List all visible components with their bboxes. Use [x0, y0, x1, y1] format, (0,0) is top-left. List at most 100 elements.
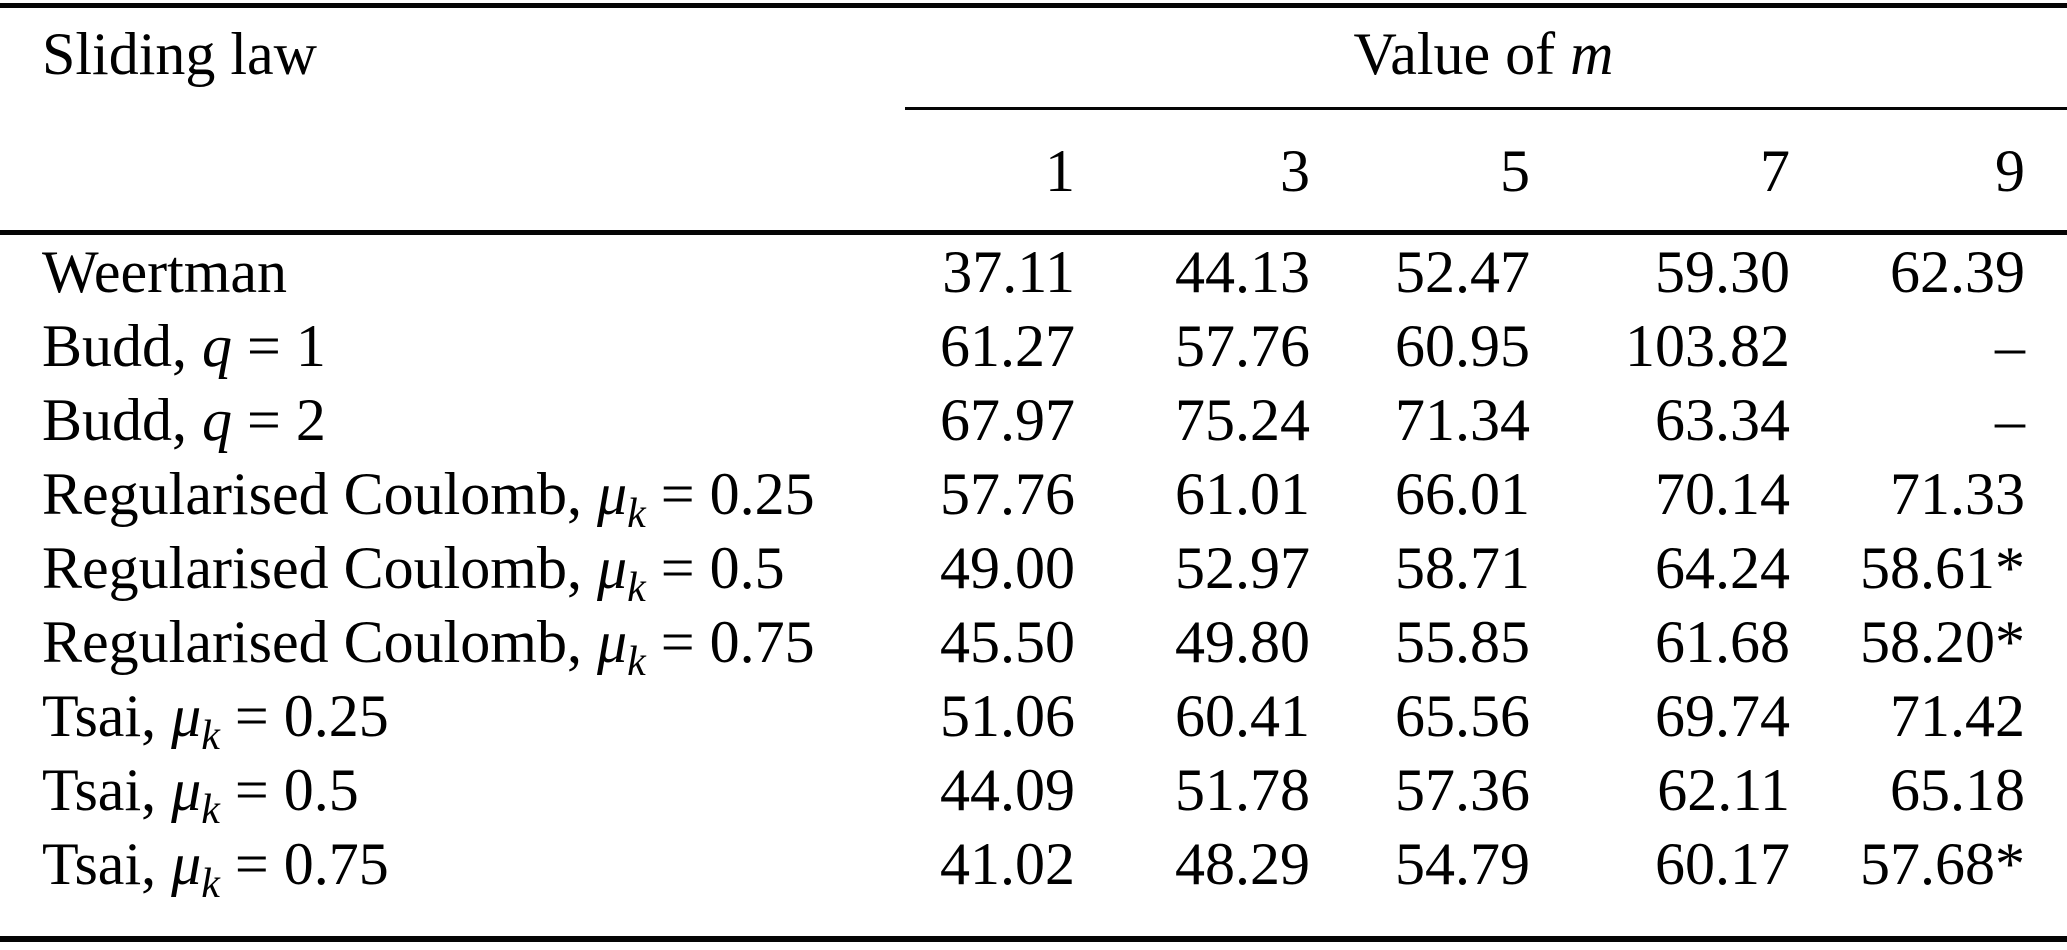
header-separator-rule: [0, 230, 2067, 235]
table-row: Regularised Coulomb, μk = 0.25 57.76 61.…: [0, 457, 2067, 535]
row-label-subscript: k: [627, 491, 646, 537]
column-header-m1: 1: [1045, 138, 1075, 204]
table-row: Weertman 37.11 44.13 52.47 59.30 62.39: [0, 235, 2067, 309]
cell: 41.02: [940, 831, 1075, 897]
row-label: Tsai, μk = 0.25: [0, 679, 900, 757]
row-label: Weertman: [0, 235, 900, 309]
row-label: Tsai, μk = 0.75: [0, 827, 900, 905]
row-label-param: q: [202, 387, 233, 453]
row-label-param: μ: [596, 609, 628, 675]
cell: 65.56: [1395, 683, 1530, 749]
cell: 54.79: [1395, 831, 1530, 897]
row-label: Budd, q = 1: [0, 309, 900, 383]
row-label-subscript: k: [201, 861, 220, 907]
cell: 71.33: [1890, 461, 2026, 527]
cell: 57.76: [1175, 313, 1310, 379]
cell: 66.01: [1395, 461, 1530, 527]
cell: 60.17: [1655, 831, 1790, 897]
cell: 59.30: [1655, 239, 1790, 305]
column-header-empty: [0, 107, 900, 235]
group-header-prefix: Value of: [1353, 20, 1571, 87]
column-header-m7: 7: [1760, 138, 1790, 204]
cell: 52.47: [1395, 239, 1530, 305]
table-row: Tsai, μk = 0.5 44.09 51.78 57.36 62.11 6…: [0, 753, 2067, 831]
table-row: Budd, q = 1 61.27 57.76 60.95 103.82 –: [0, 309, 2067, 383]
cell: 61.68: [1655, 609, 1790, 675]
table-row: Regularised Coulomb, μk = 0.5 49.00 52.9…: [0, 531, 2067, 609]
cell: 70.14: [1655, 461, 1790, 527]
cell: –: [1995, 387, 2026, 453]
cell: 62.39: [1890, 239, 2026, 305]
column-header-m9: 9: [1995, 138, 2026, 204]
cell: 62.11: [1657, 757, 1790, 823]
cell: 63.34: [1655, 387, 1790, 453]
cell: 67.97: [940, 387, 1075, 453]
row-label-suffix: = 0.25: [645, 461, 815, 527]
row-label: Regularised Coulomb, μk = 0.5: [0, 531, 900, 609]
cell: 51.06: [940, 683, 1075, 749]
row-label-prefix: Tsai,: [42, 757, 172, 823]
cell: 64.24: [1655, 535, 1790, 601]
corner-header-sliding-law: Sliding law: [42, 20, 318, 87]
row-label-param: μ: [171, 831, 202, 897]
cell: 75.24: [1175, 387, 1310, 453]
column-header-m3: 3: [1280, 138, 1310, 204]
cell: 51.78: [1175, 757, 1310, 823]
cell: 61.01: [1175, 461, 1310, 527]
group-header-row: Sliding law Value of m: [0, 0, 2067, 107]
cell: 52.97: [1175, 535, 1310, 601]
row-label-suffix: = 0.5: [645, 535, 785, 601]
cell: 37.11: [942, 239, 1075, 305]
row-label-prefix: Weertman: [42, 239, 288, 305]
row-label-prefix: Budd,: [42, 387, 203, 453]
value-of-m-underline-rule: [905, 107, 2067, 110]
cell: 44.09: [940, 757, 1075, 823]
column-header-m5: 5: [1500, 138, 1530, 204]
cell: 57.68*: [1860, 831, 2026, 897]
cell: 60.95: [1395, 313, 1530, 379]
column-header-row: 1 3 5 7 9: [0, 107, 2067, 235]
row-label-param: μ: [171, 757, 202, 823]
row-label-param: μ: [596, 461, 628, 527]
row-label-prefix: Regularised Coulomb,: [42, 535, 597, 601]
row-label-suffix: = 0.75: [219, 831, 389, 897]
cell: 69.74: [1655, 683, 1790, 749]
cell: 65.18: [1890, 757, 2026, 823]
row-label-prefix: Tsai,: [42, 683, 172, 749]
cell: 71.42: [1890, 683, 2026, 749]
row-label-param: μ: [596, 535, 628, 601]
table-row: Tsai, μk = 0.75 41.02 48.29 54.79 60.17 …: [0, 827, 2067, 905]
cell: 48.29: [1175, 831, 1310, 897]
cell: 49.80: [1175, 609, 1310, 675]
row-label-subscript: k: [627, 639, 646, 685]
cell: 58.61*: [1860, 535, 2026, 601]
cell: 57.36: [1395, 757, 1530, 823]
row-label-subscript: k: [627, 565, 646, 611]
row-label: Tsai, μk = 0.5: [0, 753, 900, 831]
row-label-suffix: = 2: [232, 387, 326, 453]
cell: 58.20*: [1860, 609, 2026, 675]
row-label-subscript: k: [201, 713, 220, 759]
cell: 49.00: [940, 535, 1075, 601]
cell: –: [1995, 313, 2026, 379]
row-label-prefix: Regularised Coulomb,: [42, 609, 597, 675]
row-label-prefix: Tsai,: [42, 831, 172, 897]
row-label-param: μ: [171, 683, 202, 749]
row-label-suffix: = 0.5: [219, 757, 359, 823]
row-label-prefix: Budd,: [42, 313, 203, 379]
row-label-subscript: k: [201, 787, 220, 833]
group-header-variable-m: m: [1570, 20, 1614, 87]
cell: 60.41: [1175, 683, 1310, 749]
cell: 71.34: [1395, 387, 1530, 453]
cell: 57.76: [940, 461, 1075, 527]
row-label-prefix: Regularised Coulomb,: [42, 461, 597, 527]
row-label-param: q: [202, 313, 233, 379]
cell: 103.82: [1625, 313, 1790, 379]
cell: 61.27: [940, 313, 1075, 379]
cell: 55.85: [1395, 609, 1530, 675]
cell: 45.50: [940, 609, 1075, 675]
table-row: Tsai, μk = 0.25 51.06 60.41 65.56 69.74 …: [0, 679, 2067, 757]
table-row: Regularised Coulomb, μk = 0.75 45.50 49.…: [0, 605, 2067, 683]
cell: 58.71: [1395, 535, 1530, 601]
